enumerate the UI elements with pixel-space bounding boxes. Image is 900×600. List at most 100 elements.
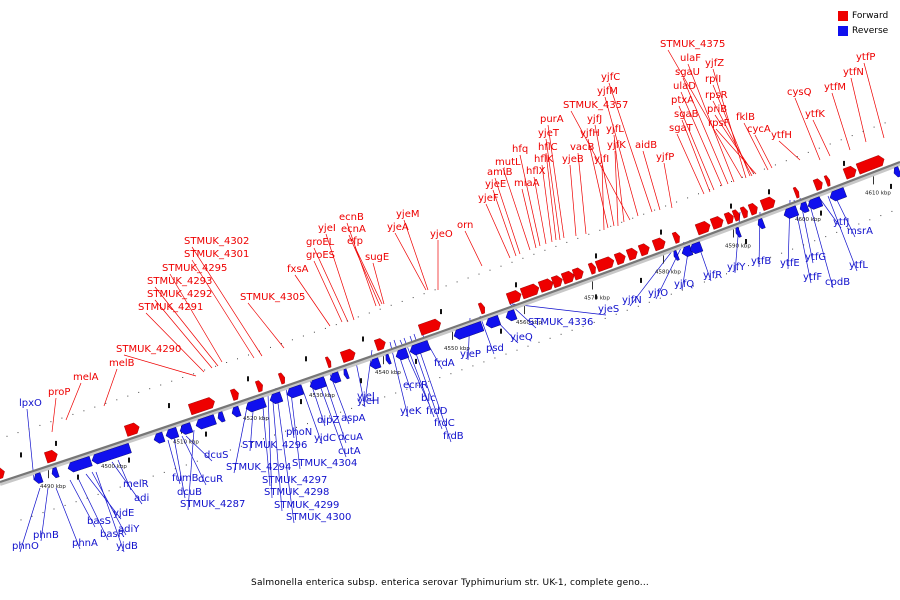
forward-gene	[324, 356, 332, 369]
forward-gene-label: miaA	[514, 178, 540, 189]
reverse-gene-label: dcuR	[198, 474, 223, 485]
track-mark	[247, 376, 249, 382]
label-connector	[275, 387, 295, 524]
label-connector	[154, 299, 213, 369]
label-connector	[676, 133, 705, 195]
reverse-gene	[681, 244, 694, 257]
forward-gene	[792, 186, 800, 199]
label-connector	[55, 487, 81, 550]
axis-tick	[873, 176, 874, 185]
gene-features	[0, 155, 900, 484]
forward-gene-label: cysQ	[787, 87, 812, 98]
forward-gene-label: ulaD	[673, 81, 696, 92]
forward-gene-label: yjfJ	[587, 114, 602, 125]
reverse-gene-label: STMUK_4304	[292, 458, 357, 469]
label-connector	[261, 395, 271, 487]
forward-gene	[759, 196, 776, 212]
label-connector	[313, 247, 349, 323]
forward-gene-label: fklB	[736, 112, 755, 123]
backbone-line	[0, 160, 900, 484]
reverse-gene	[91, 442, 132, 465]
reverse-gene	[453, 321, 485, 340]
reverse-gene	[807, 196, 824, 210]
forward-gene	[505, 290, 522, 305]
reverse-gene-label: lpxO	[19, 398, 42, 409]
reverse-gene	[369, 357, 382, 370]
label-connector	[26, 408, 35, 481]
reverse-gene-label: yjdC	[314, 433, 336, 444]
label-connector	[485, 203, 511, 259]
forward-gene-label: yjfZ	[705, 58, 724, 69]
label-connector	[519, 154, 541, 247]
label-connector	[754, 134, 773, 169]
track-mark	[660, 229, 662, 235]
axis-tick-label: 4590 kbp	[725, 244, 751, 250]
forward-gene-label: yjfM	[597, 86, 618, 97]
label-connector	[715, 128, 757, 175]
axis-tick	[592, 281, 593, 290]
axis-tick	[48, 470, 49, 479]
label-connector	[247, 302, 285, 349]
axis-tick-label: 4530 kbp	[309, 393, 335, 399]
reverse-gene	[309, 376, 328, 391]
forward-gene-label: STMUK_4291	[138, 302, 203, 313]
reverse-gene-label: yjeK	[400, 406, 422, 417]
forward-gene	[671, 231, 680, 244]
label-connector	[169, 273, 223, 363]
reverse-gene-label: yjeH	[357, 396, 379, 407]
forward-gene-label: yjeB	[562, 154, 584, 165]
forward-gene-label: efp	[347, 236, 363, 247]
reverse-gene-label: phnO	[12, 541, 39, 552]
reverse-gene-label: STMUK_4294	[226, 462, 291, 473]
forward-gene-label: sgaU	[675, 67, 700, 78]
reverse-gene-label: ytfG	[805, 252, 826, 263]
label-connector	[191, 259, 255, 359]
forward-gene-label: ecnA	[341, 224, 366, 235]
reverse-swatch	[838, 25, 848, 36]
forward-gene-label: sgaB	[674, 109, 699, 120]
axis-tick-label: 4550 kbp	[444, 346, 470, 352]
label-connector	[494, 177, 521, 255]
forward-gene	[747, 203, 758, 216]
reverse-gene-label: blc	[421, 393, 436, 404]
label-connector	[642, 150, 661, 211]
forward-gene	[637, 243, 650, 257]
forward-gene	[277, 372, 285, 385]
label-connector	[655, 241, 685, 300]
forward-gene	[373, 338, 386, 352]
forward-gene-label: hflC	[538, 142, 558, 153]
forward-gene-label: ytfM	[824, 82, 846, 93]
forward-gene	[0, 467, 5, 480]
forward-gene-label: aidB	[635, 140, 657, 151]
label-connector	[289, 383, 301, 470]
reverse-gene	[343, 368, 350, 380]
label-connector	[187, 429, 195, 511]
reverse-gene	[217, 411, 226, 423]
label-connector	[95, 471, 125, 553]
reverse-gene-label: STMUK_4336	[528, 317, 593, 328]
reverse-gene-label: basS	[87, 516, 111, 527]
forward-gene-label: yjfC	[601, 72, 620, 83]
reverse-gene-label: yjfN	[622, 295, 642, 306]
forward-gene-label: yjfK	[607, 140, 626, 151]
reverse-gene-label: phoN	[286, 427, 312, 438]
reverse-gene-label: ecnR	[403, 380, 428, 391]
label-connector	[403, 219, 429, 291]
track-mark	[768, 189, 770, 195]
genome-backbone	[0, 160, 900, 486]
label-connector	[743, 122, 769, 171]
label-connector	[348, 234, 381, 307]
forward-gene-label: STMUK_4295	[162, 263, 227, 274]
label-connector	[299, 381, 323, 445]
label-connector	[294, 274, 331, 327]
forward-gene	[187, 397, 215, 416]
fwd-track-dots	[6, 122, 886, 437]
label-connector	[123, 354, 197, 377]
reverse-gene	[33, 472, 44, 484]
label-connector	[547, 124, 565, 239]
reverse-gene	[409, 340, 431, 356]
reverse-gene	[286, 384, 305, 399]
forward-gene	[339, 348, 356, 363]
legend-reverse: Reverse	[838, 23, 888, 38]
